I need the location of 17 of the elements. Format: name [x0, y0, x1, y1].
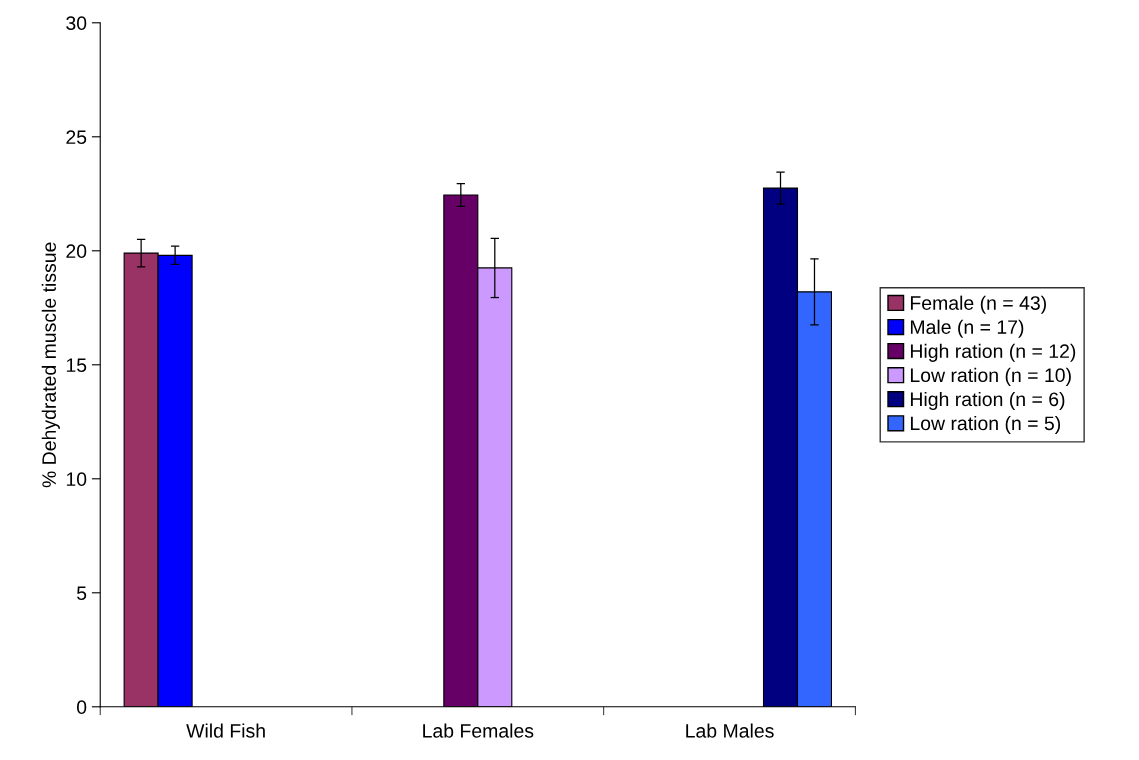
legend-label: Low ration (n = 5) [910, 415, 1061, 435]
legend-label: Male (n = 17) [910, 319, 1024, 338]
x-tick-label: Wild Fish [186, 723, 265, 738]
y-tick-label: 15 [66, 358, 87, 373]
x-tick-label: Lab Females [423, 723, 534, 738]
y-tick-label: 25 [66, 130, 87, 145]
y-tick-label: 5 [77, 586, 87, 601]
legend-label: Female (n = 43) [910, 295, 1046, 314]
y-tick-label: 20 [66, 244, 87, 259]
y-tick-label: 0 [76, 700, 87, 715]
legend-label: High ration (n = 6) [910, 391, 1065, 411]
x-tick-label: Lab Males [686, 723, 774, 738]
legend-label: High ration (n = 12) [910, 343, 1076, 362]
y-tick-label: 10 [66, 472, 87, 487]
y-tick-label: 30 [66, 16, 87, 31]
legend-label: Low ration (n = 10) [910, 367, 1071, 386]
y-axis-title: % Dehydrated muscle tissue [41, 242, 60, 488]
